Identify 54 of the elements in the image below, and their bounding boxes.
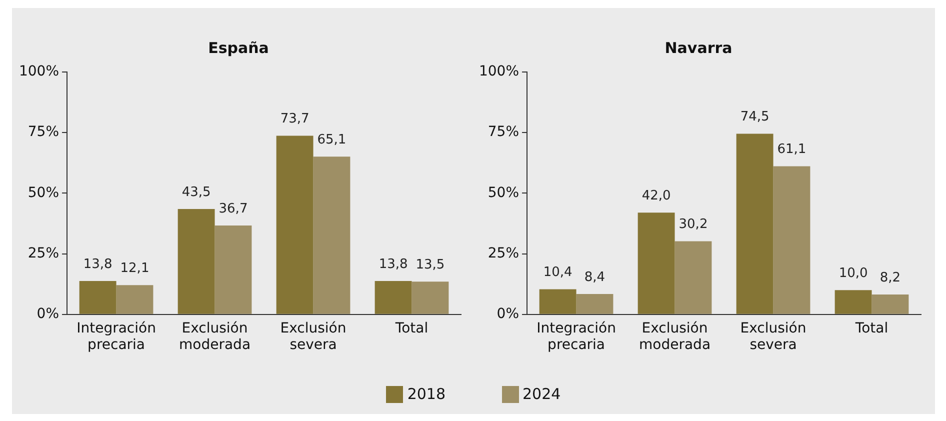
- x-tick-label: Integración precaria: [536, 320, 616, 354]
- bar: [214, 225, 252, 314]
- bar: [576, 294, 614, 314]
- data-label: 36,7: [218, 201, 248, 216]
- data-label: 13,5: [416, 258, 445, 273]
- x-tick-label: Total: [394, 320, 428, 336]
- data-label: 30,2: [678, 217, 708, 232]
- bar: [276, 136, 314, 314]
- bar: [638, 212, 675, 314]
- bar: [313, 156, 350, 314]
- bar: [736, 134, 774, 314]
- data-label: 65,1: [317, 132, 346, 148]
- y-tick-label: 50%: [28, 184, 60, 201]
- y-tick-label: 25%: [488, 245, 520, 262]
- data-label: 12,1: [120, 260, 150, 276]
- y-tick-label: 25%: [28, 245, 60, 262]
- data-label: 42,0: [642, 188, 671, 204]
- y-tick-label: 100%: [18, 64, 60, 80]
- bar: [773, 166, 810, 314]
- x-tick-label: Exclusión severa: [280, 320, 346, 354]
- y-tick-label: 0%: [36, 306, 60, 322]
- data-label: 10,4: [543, 265, 572, 280]
- data-label: 61,1: [777, 142, 806, 158]
- bar: [116, 285, 154, 314]
- x-tick-label: Exclusión moderada: [179, 320, 251, 354]
- y-tick-label: 75%: [488, 124, 520, 140]
- x-tick-label: Exclusión moderada: [639, 320, 711, 354]
- legend-label: 2024: [522, 385, 561, 403]
- y-tick-label: 50%: [488, 184, 520, 201]
- bar: [374, 280, 412, 314]
- chart-title: España: [208, 38, 269, 57]
- bar: [834, 290, 872, 314]
- y-tick-label: 0%: [496, 306, 520, 322]
- data-label: 8,2: [880, 270, 901, 286]
- data-label: 74,5: [740, 110, 770, 125]
- bar: [674, 241, 712, 314]
- data-label: 43,5: [182, 184, 211, 200]
- y-tick-label: 75%: [28, 124, 60, 140]
- x-tick-label: Integración precaria: [76, 320, 156, 354]
- data-label: 8,4: [584, 270, 606, 285]
- chart-title: Navarra: [664, 38, 732, 57]
- bar: [178, 208, 215, 314]
- bar: [872, 294, 909, 314]
- bar: [539, 289, 576, 314]
- data-label: 13,8: [378, 256, 408, 272]
- data-label: 13,8: [83, 256, 112, 272]
- x-tick-label: Total: [854, 320, 888, 336]
- y-tick-label: 100%: [478, 64, 520, 80]
- x-tick-label: Exclusión severa: [740, 320, 806, 354]
- data-label: 10,0: [838, 266, 868, 282]
- bar: [412, 282, 449, 314]
- bar: [79, 280, 116, 314]
- legend-label: 2018: [407, 385, 446, 403]
- data-label: 73,7: [280, 112, 310, 127]
